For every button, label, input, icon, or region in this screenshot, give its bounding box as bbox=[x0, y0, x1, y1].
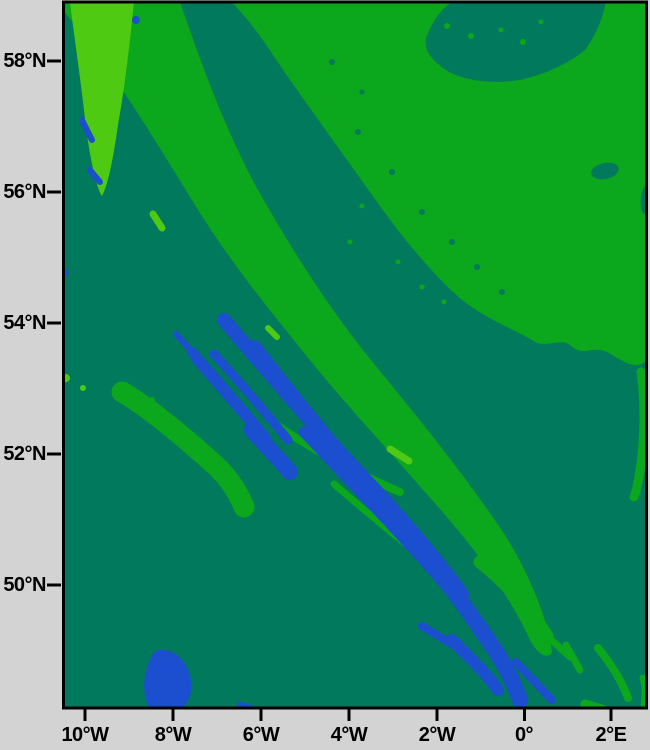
contour-field bbox=[63, 2, 647, 708]
y-tick-label-50n: 50°N bbox=[3, 574, 46, 596]
y-tick-label-52n: 52°N bbox=[3, 443, 46, 465]
y-axis-ticks bbox=[47, 59, 61, 587]
plot-border bbox=[62, 0, 648, 710]
x-axis-ticks bbox=[83, 709, 613, 721]
y-tick-label-54n: 54°N bbox=[3, 312, 46, 334]
bright-green-core bbox=[70, 2, 134, 196]
x-tick-label-8w: 8°W bbox=[154, 724, 192, 746]
x-tick-label-0: 0° bbox=[514, 724, 534, 746]
x-tick-label-6w: 6°W bbox=[242, 724, 280, 746]
green-streaks-southeast bbox=[473, 555, 647, 708]
green-band-cigar bbox=[111, 381, 255, 518]
y-tick-label-56n: 56°N bbox=[3, 181, 46, 203]
x-tick-label-10w: 10°W bbox=[61, 724, 109, 746]
blue-streaks bbox=[173, 313, 556, 708]
y-tick-label-58n: 58°N bbox=[3, 50, 46, 72]
x-tick-label-2w: 2°W bbox=[418, 724, 456, 746]
green-band-long bbox=[63, 2, 552, 656]
blue-blob-southwest bbox=[144, 649, 192, 708]
x-tick-label-4w: 4°W bbox=[330, 724, 368, 746]
green-strip-east-edge bbox=[629, 367, 647, 502]
x-tick-label-2e: 2°E bbox=[595, 724, 627, 746]
